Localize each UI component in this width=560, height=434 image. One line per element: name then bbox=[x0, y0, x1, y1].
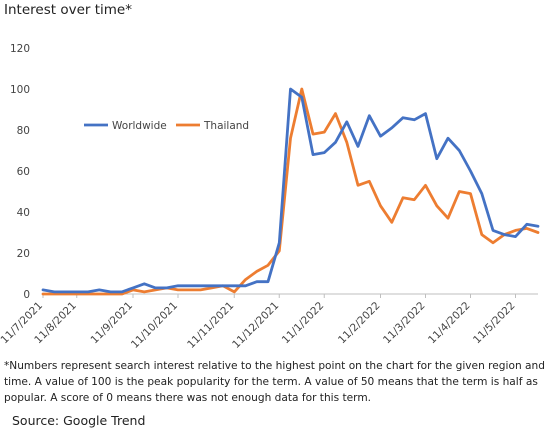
y-tick-label: 60 bbox=[17, 166, 30, 178]
x-tick-label: 11/4/2022 bbox=[426, 300, 473, 347]
series-line-worldwide bbox=[41, 87, 540, 294]
chart-title: Interest over time* bbox=[4, 2, 132, 18]
series-line-thailand bbox=[41, 87, 540, 296]
y-axis: 0 20 40 60 80 100 120 bbox=[10, 43, 30, 301]
series-layer bbox=[41, 87, 540, 296]
legend-label-thailand: Thailand bbox=[203, 120, 249, 132]
footnote: *Numbers represent search interest relat… bbox=[4, 360, 545, 404]
legend: Worldwide Thailand bbox=[84, 120, 249, 132]
x-tick-label: 11/3/2022 bbox=[381, 300, 428, 347]
y-tick-label: 120 bbox=[10, 43, 30, 55]
x-tick-label: 11/1/2022 bbox=[280, 300, 327, 347]
legend-label-worldwide: Worldwide bbox=[112, 120, 167, 132]
y-tick-label: 100 bbox=[10, 84, 30, 96]
y-tick-label: 20 bbox=[17, 248, 30, 260]
x-tick-label: 11/10/2021 bbox=[129, 300, 180, 351]
y-tick-label: 80 bbox=[17, 125, 30, 137]
source-note: Source: Google Trend bbox=[12, 413, 146, 428]
y-tick-label: 0 bbox=[23, 289, 30, 301]
x-tick-label: 11/2/2022 bbox=[336, 300, 383, 347]
x-tick-label: 11/9/2021 bbox=[89, 300, 136, 347]
x-tick-label: 11/5/2022 bbox=[471, 300, 518, 347]
x-tick-label: 11/11/2021 bbox=[185, 300, 236, 351]
x-tick-label: 11/12/2021 bbox=[230, 300, 281, 351]
y-tick-label: 40 bbox=[17, 207, 30, 219]
